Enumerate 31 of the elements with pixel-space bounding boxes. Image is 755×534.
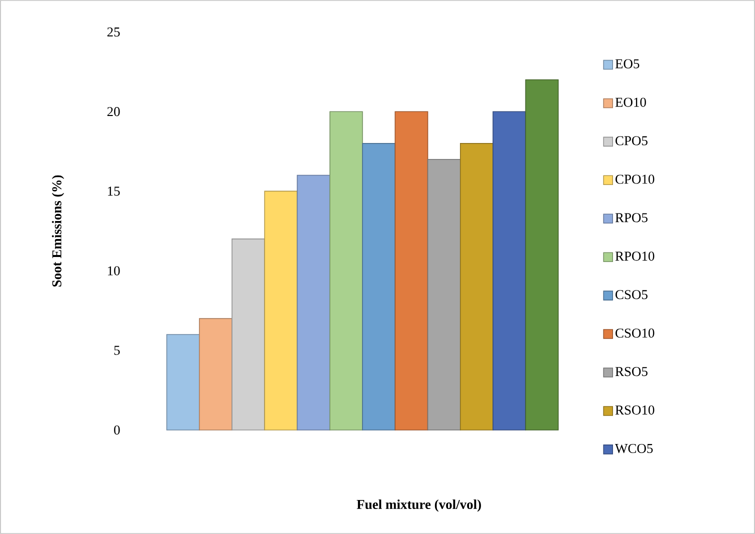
bar	[198, 318, 232, 430]
bar	[525, 79, 559, 430]
legend-label: CPO5	[616, 136, 648, 146]
y-tick-label: 25	[107, 27, 120, 37]
bar	[427, 158, 461, 430]
bar	[329, 111, 363, 430]
bar	[166, 334, 200, 430]
bar	[394, 111, 428, 430]
y-axis-title: Soot Emissions (%)	[52, 175, 64, 287]
x-axis-title: Fuel mixture (vol/vol)	[356, 500, 481, 512]
y-tick-label: 10	[108, 266, 120, 276]
bar	[232, 238, 266, 430]
bar	[264, 190, 298, 430]
bar	[460, 143, 494, 430]
y-tick-label: 5	[114, 346, 120, 355]
legend-label: EO5	[615, 59, 640, 68]
legend-label: WCO5	[615, 444, 653, 454]
legend-label: RSO10	[615, 405, 654, 415]
legend-label: RSO5	[615, 367, 648, 376]
bar	[492, 111, 526, 430]
legend-label: RPO10	[615, 252, 654, 261]
y-tick-label: 15	[108, 186, 120, 196]
legend-label: EO10	[615, 98, 646, 107]
y-tick-label: 20	[107, 107, 120, 116]
bar	[362, 143, 396, 430]
legend-label: CSO10	[616, 328, 654, 338]
legend-label: CPO10	[616, 174, 654, 184]
bar	[296, 174, 330, 430]
legend-label: RPO5	[615, 213, 648, 222]
y-tick-label: 0	[114, 425, 120, 435]
legend-label: CSO5	[616, 290, 648, 300]
